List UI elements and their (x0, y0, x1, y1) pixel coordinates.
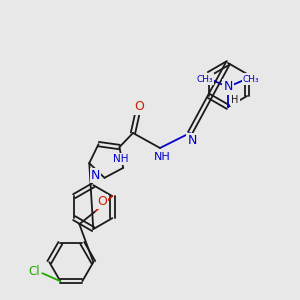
Text: O: O (98, 195, 107, 208)
Text: N: N (223, 80, 233, 94)
Text: H: H (231, 95, 239, 105)
Text: N: N (187, 134, 197, 148)
Text: N: N (91, 169, 100, 182)
Text: CH₃: CH₃ (197, 74, 213, 83)
Text: NH: NH (113, 154, 129, 164)
Text: CH₃: CH₃ (243, 74, 259, 83)
Text: Cl: Cl (28, 265, 40, 278)
Text: O: O (134, 100, 144, 113)
Text: NH: NH (154, 152, 170, 162)
